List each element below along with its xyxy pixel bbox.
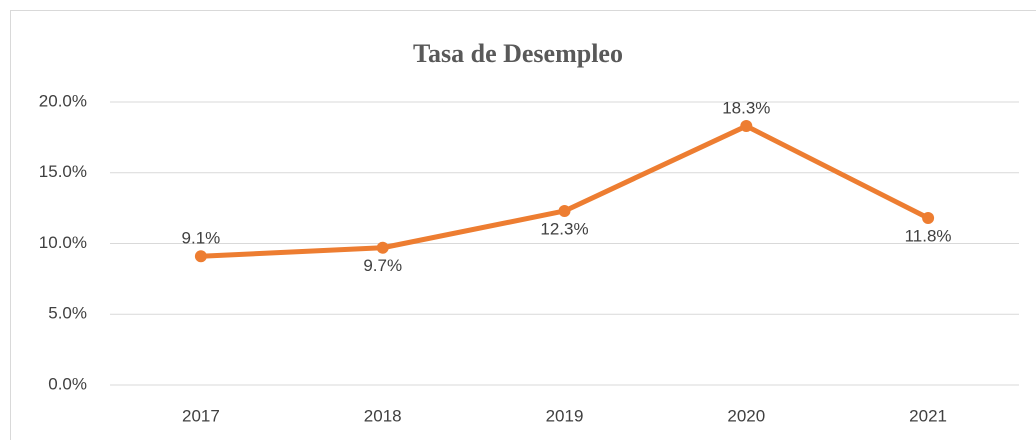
x-tick-label: 2020 bbox=[727, 406, 765, 425]
x-tick-label: 2018 bbox=[364, 406, 402, 425]
chart-border bbox=[10, 10, 1036, 440]
chart-title: Tasa de Desempleo bbox=[413, 39, 623, 68]
data-label: 9.7% bbox=[363, 256, 402, 275]
data-label: 12.3% bbox=[540, 219, 588, 238]
y-tick-label: 10.0% bbox=[39, 233, 87, 252]
x-tick-label: 2019 bbox=[546, 406, 584, 425]
data-point bbox=[376, 241, 389, 254]
x-tick-label: 2021 bbox=[909, 406, 947, 425]
data-point bbox=[194, 250, 207, 263]
data-label: 18.3% bbox=[722, 99, 770, 118]
data-label: 11.8% bbox=[905, 227, 952, 246]
data-point bbox=[740, 120, 753, 133]
data-point bbox=[922, 212, 935, 225]
y-tick-label: 20.0% bbox=[39, 91, 87, 110]
y-tick-label: 15.0% bbox=[39, 162, 87, 181]
data-label: 9.1% bbox=[182, 229, 221, 248]
x-tick-label: 2017 bbox=[182, 406, 220, 425]
y-tick-label: 5.0% bbox=[48, 304, 87, 323]
data-point bbox=[558, 204, 571, 217]
y-tick-label: 0.0% bbox=[48, 374, 87, 393]
